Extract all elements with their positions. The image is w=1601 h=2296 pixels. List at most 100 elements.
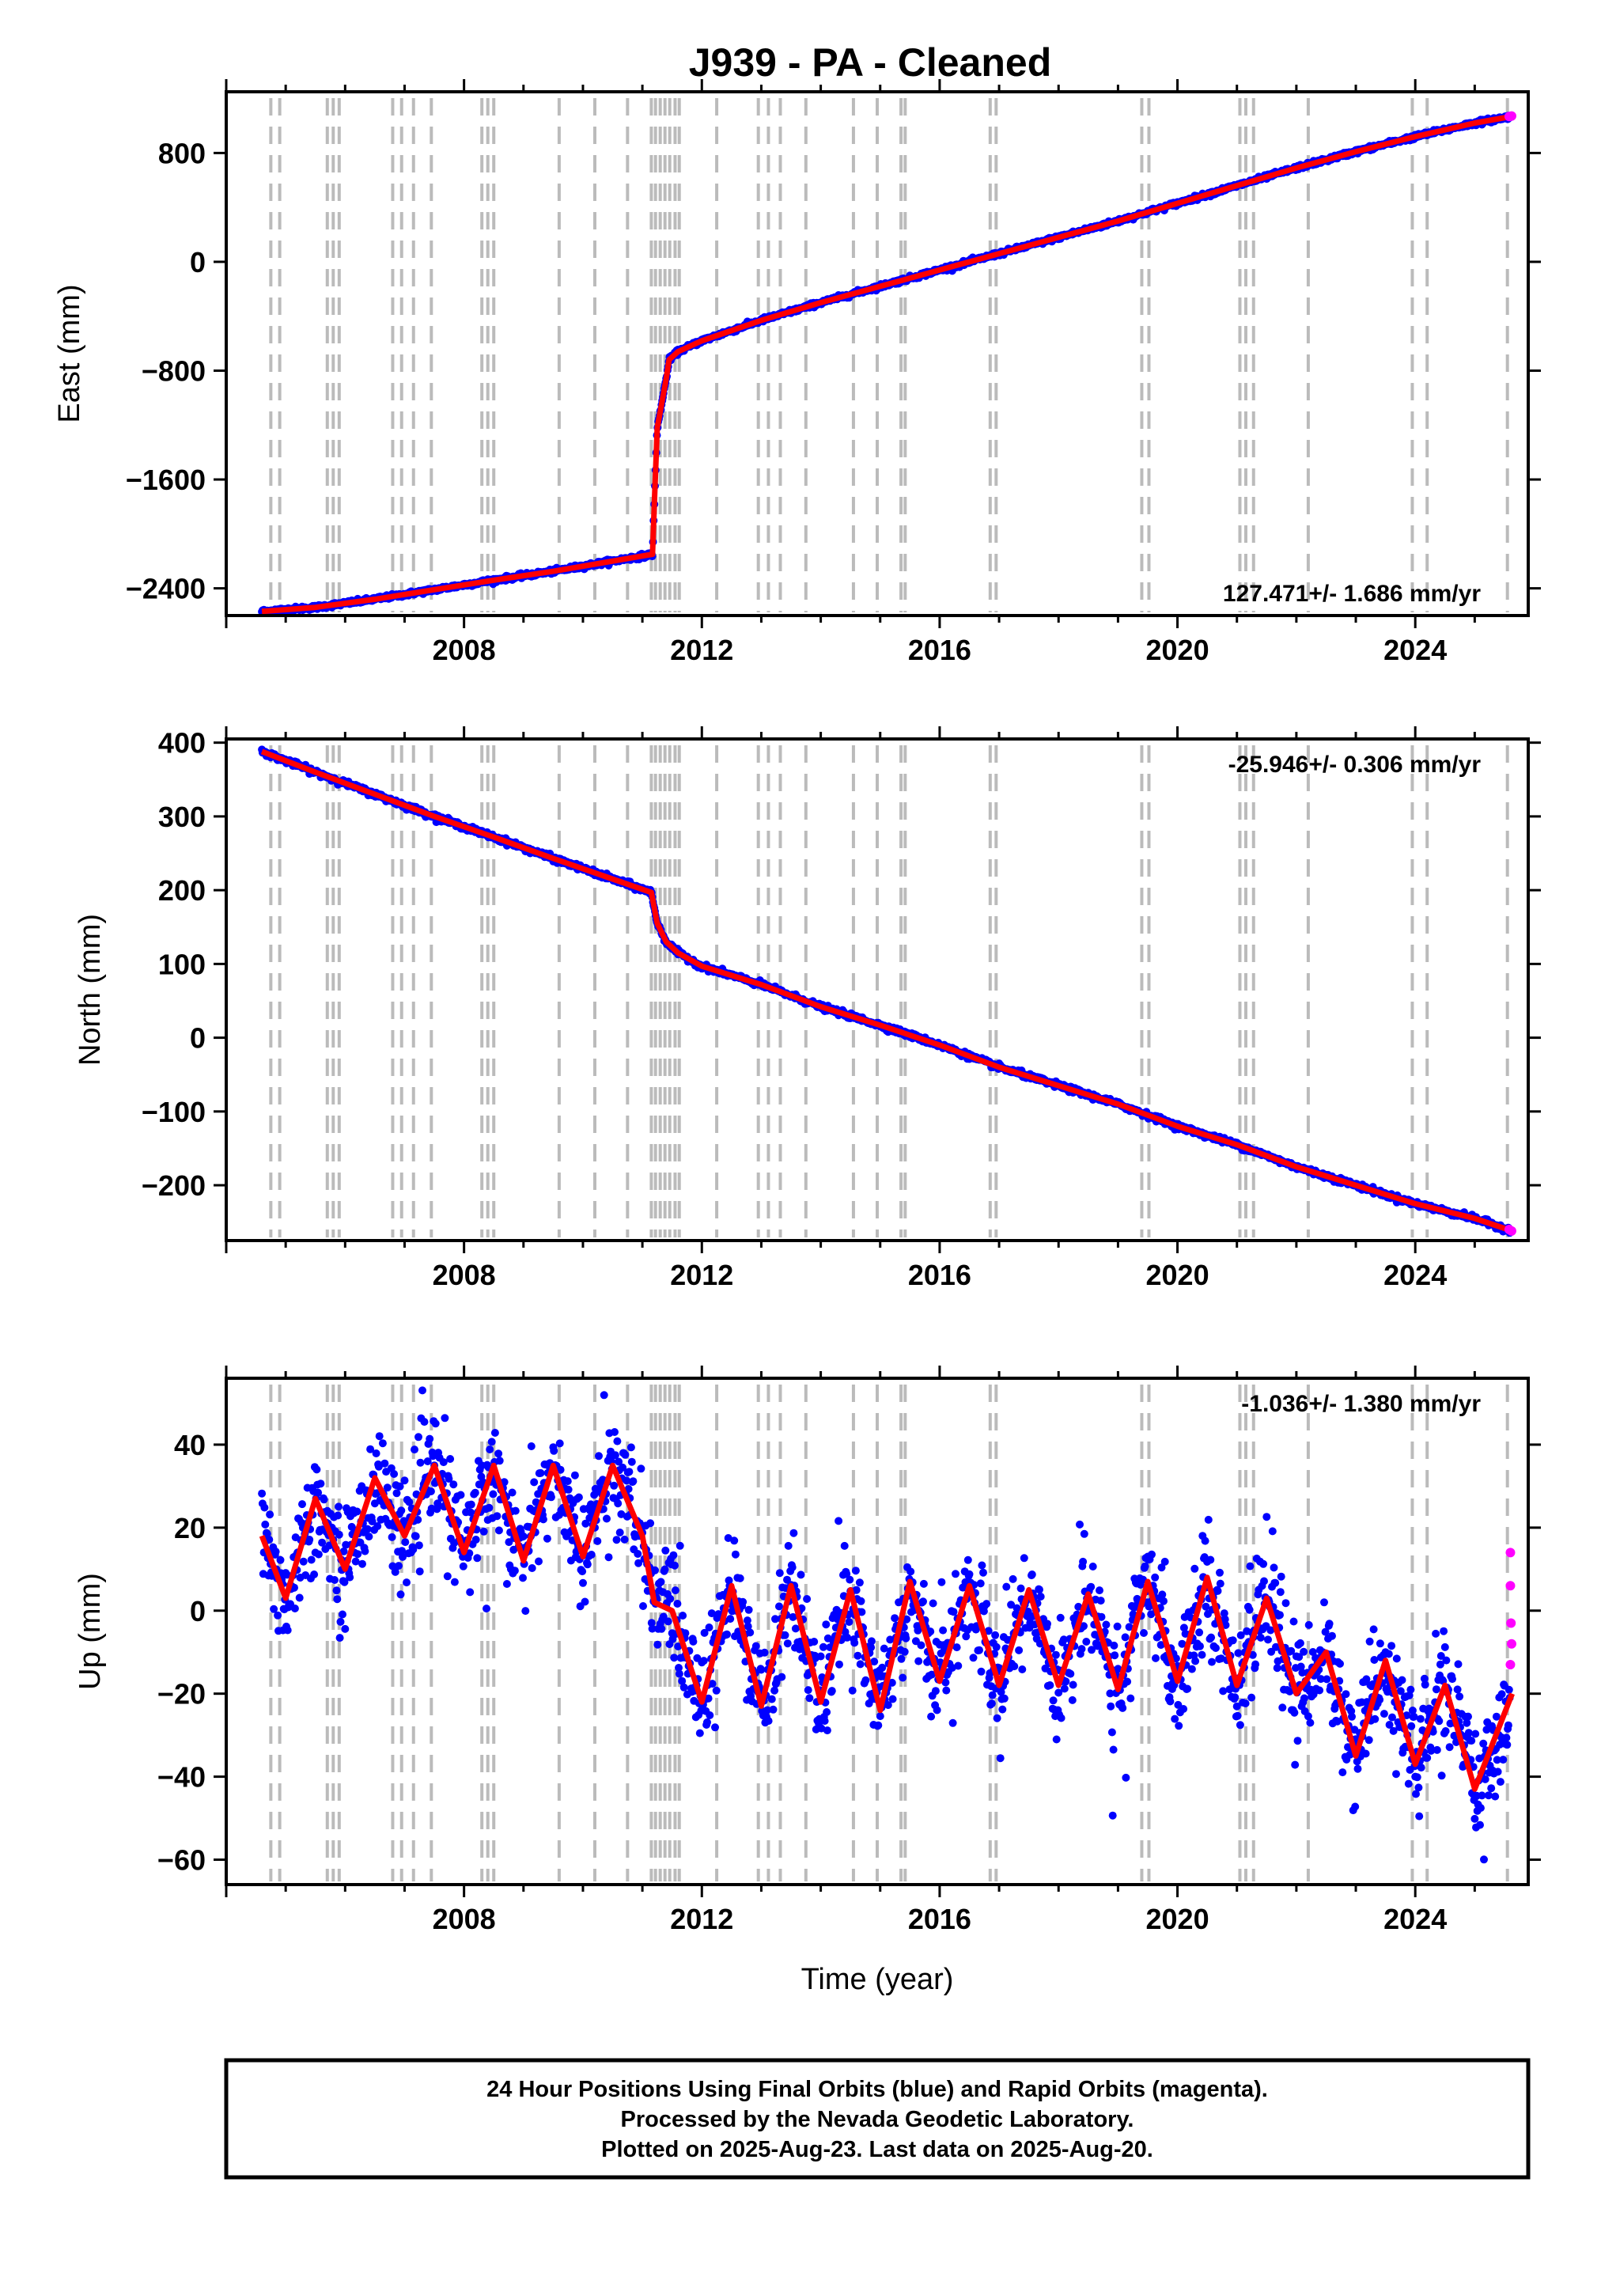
data-point	[373, 1522, 382, 1530]
data-point	[855, 1578, 864, 1587]
data-point	[314, 1488, 323, 1497]
y-axis-label: North (mm)	[74, 914, 107, 1066]
data-point	[450, 1578, 459, 1586]
data-point	[372, 1449, 380, 1457]
y-tick-label: 400	[158, 727, 206, 760]
y-axis-label: East (mm)	[53, 284, 86, 422]
data-point	[325, 1541, 334, 1550]
data-point	[706, 1711, 714, 1719]
data-point	[850, 1639, 859, 1647]
east-panel: 2008 2012 2016 2020 20248000−800−1600−2400Ea…	[53, 79, 1541, 666]
data-point	[556, 1465, 565, 1474]
data-point	[508, 1488, 517, 1497]
data-point	[258, 1489, 267, 1498]
y-tick-label: 200	[158, 874, 206, 907]
data-point	[843, 1633, 851, 1642]
data-point	[613, 1437, 622, 1445]
data-point	[634, 1550, 642, 1558]
data-point	[564, 1485, 573, 1494]
data-point	[578, 1567, 587, 1576]
data-point	[874, 1721, 883, 1730]
data-point	[336, 1617, 345, 1626]
data-point	[783, 1639, 792, 1648]
data-point	[426, 1487, 435, 1495]
data-point	[431, 1419, 440, 1428]
data-point	[535, 1557, 543, 1566]
data-point	[736, 1574, 744, 1582]
data-point	[380, 1459, 389, 1468]
data-point	[519, 1532, 528, 1540]
data-point	[332, 1586, 341, 1595]
data-point	[600, 1391, 608, 1400]
data-point	[299, 1557, 308, 1566]
data-point	[539, 1515, 547, 1524]
data-point	[485, 1503, 494, 1512]
data-point	[398, 1547, 407, 1555]
data-point	[775, 1569, 784, 1578]
data-point	[637, 1464, 645, 1473]
data-point	[788, 1563, 797, 1571]
data-point	[746, 1628, 755, 1637]
data-point	[276, 1555, 285, 1564]
data-point	[764, 1717, 773, 1726]
data-point	[320, 1495, 328, 1504]
data-point	[494, 1449, 503, 1458]
data-point	[550, 1446, 558, 1455]
rate-label: -25.946+/- 0.306 mm/yr	[1228, 752, 1482, 778]
x-tick-label: 2008	[433, 1259, 496, 1291]
data-point	[751, 1642, 760, 1650]
data-point	[282, 1570, 291, 1579]
data-point	[530, 1478, 539, 1487]
x-tick-label: 2012	[670, 1259, 733, 1291]
data-point	[445, 1475, 453, 1483]
data-point	[459, 1562, 467, 1570]
rapid-point	[1506, 111, 1516, 121]
data-point	[416, 1458, 425, 1467]
data-point	[731, 1550, 740, 1559]
data-point	[712, 1686, 721, 1695]
data-point	[726, 1615, 735, 1623]
data-point	[363, 1525, 372, 1533]
data-point	[867, 1643, 876, 1652]
data-point	[467, 1508, 475, 1517]
data-point	[646, 1519, 655, 1528]
data-point	[835, 1660, 843, 1669]
data-point	[664, 1617, 672, 1626]
data-point	[479, 1527, 488, 1536]
data-point	[305, 1536, 314, 1544]
data-point	[396, 1482, 404, 1491]
data-point	[414, 1541, 423, 1550]
x-tick-label: 2024	[1383, 1259, 1447, 1291]
data-point	[314, 1550, 323, 1559]
data-point	[354, 1550, 362, 1559]
data-point	[789, 1612, 797, 1621]
data-point	[723, 1630, 731, 1639]
data-point	[399, 1517, 408, 1525]
data-point	[634, 1559, 643, 1567]
data-point	[375, 1432, 384, 1441]
y-tick-label: −1600	[126, 464, 206, 496]
data-point	[704, 1694, 713, 1703]
data-point	[547, 1493, 555, 1502]
data-point	[414, 1515, 422, 1524]
data-point	[583, 1560, 592, 1569]
data-point	[621, 1450, 630, 1459]
data-point	[857, 1608, 866, 1616]
data-point	[846, 1575, 854, 1584]
data-point	[708, 1680, 717, 1688]
data-point	[403, 1578, 411, 1587]
data-point	[760, 1648, 769, 1657]
data-point	[681, 1629, 690, 1638]
data-point	[346, 1573, 354, 1582]
data-point	[651, 1566, 659, 1574]
y-tick-label: 100	[158, 948, 206, 980]
data-point	[671, 1586, 679, 1595]
y-tick-label: 800	[158, 137, 206, 169]
data-point	[310, 1570, 319, 1578]
data-point	[703, 1718, 711, 1726]
data-point	[699, 1657, 708, 1665]
data-point	[271, 1548, 280, 1556]
data-point	[388, 1533, 396, 1541]
